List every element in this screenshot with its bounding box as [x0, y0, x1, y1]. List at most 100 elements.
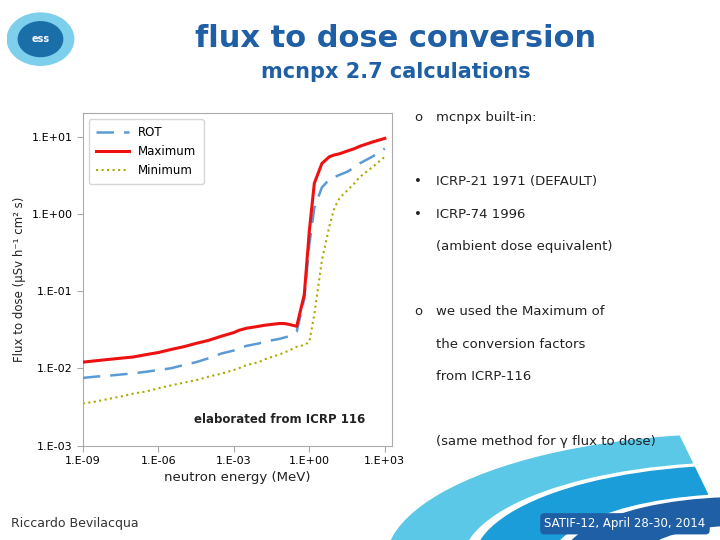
Text: ICRP-74 1996: ICRP-74 1996	[436, 208, 525, 221]
Y-axis label: Flux to dose (μSv h⁻¹ cm² s): Flux to dose (μSv h⁻¹ cm² s)	[13, 197, 26, 362]
Minimum	[217, 370, 225, 377]
Minimum	[235, 365, 243, 372]
Minimum	[325, 222, 334, 229]
ROT	[235, 346, 243, 352]
Maximum	[230, 329, 238, 336]
Text: •: •	[414, 208, 422, 221]
Maximum	[343, 148, 351, 154]
Text: mcnpx 2.7 calculations: mcnpx 2.7 calculations	[261, 62, 531, 82]
Text: o: o	[414, 305, 422, 318]
Minimum	[116, 393, 125, 400]
ROT	[154, 367, 163, 373]
Minimum	[129, 390, 138, 397]
Maximum	[292, 323, 301, 329]
Maximum	[104, 356, 112, 363]
ROT	[343, 168, 351, 175]
Text: flux to dose conversion: flux to dose conversion	[195, 24, 597, 53]
Maximum	[235, 327, 243, 334]
ROT	[217, 350, 225, 357]
ROT	[305, 241, 314, 248]
Maximum	[285, 321, 294, 328]
ROT	[356, 160, 364, 167]
ROT	[300, 295, 309, 302]
Maximum	[356, 143, 364, 150]
Maximum	[325, 153, 334, 160]
ROT	[292, 328, 301, 335]
Circle shape	[7, 13, 73, 65]
ROT	[129, 370, 138, 376]
Minimum	[260, 356, 269, 363]
Maximum	[310, 180, 319, 186]
Maximum	[275, 320, 284, 327]
Wedge shape	[562, 498, 720, 540]
Text: ess: ess	[32, 34, 50, 44]
Maximum	[336, 151, 344, 157]
ROT	[330, 174, 339, 180]
Minimum	[255, 359, 264, 366]
ROT	[325, 176, 334, 183]
ROT	[116, 372, 125, 378]
ROT	[204, 355, 213, 361]
Minimum	[230, 367, 238, 373]
Minimum	[356, 174, 364, 180]
Text: Riccardo Bevilacqua: Riccardo Bevilacqua	[11, 517, 138, 530]
ROT	[310, 205, 319, 211]
Text: (ambient dose equivalent): (ambient dose equivalent)	[436, 240, 612, 253]
Maximum	[192, 340, 200, 347]
ROT	[368, 153, 377, 160]
X-axis label: neutron energy (MeV): neutron energy (MeV)	[164, 471, 311, 484]
Circle shape	[18, 22, 63, 57]
Minimum	[179, 380, 188, 386]
Minimum	[310, 311, 319, 318]
Maximum	[217, 333, 225, 340]
ROT	[78, 375, 87, 381]
Text: o: o	[414, 111, 422, 124]
Maximum	[242, 325, 251, 332]
Minimum	[292, 343, 301, 350]
Minimum	[166, 382, 175, 389]
Maximum	[260, 322, 269, 328]
Minimum	[242, 362, 251, 368]
Minimum	[141, 388, 150, 395]
Wedge shape	[386, 436, 693, 540]
Line: Maximum: Maximum	[83, 138, 384, 362]
Minimum	[192, 377, 200, 383]
ROT	[104, 373, 112, 379]
Maximum	[318, 160, 326, 167]
Minimum	[318, 257, 326, 264]
Minimum	[280, 349, 289, 356]
ROT	[91, 373, 99, 380]
Minimum	[380, 153, 389, 160]
Text: SATIF-12, April 28-30, 2014: SATIF-12, April 28-30, 2014	[544, 517, 706, 530]
Maximum	[141, 352, 150, 358]
Text: ICRP-21 1971 (DEFAULT): ICRP-21 1971 (DEFAULT)	[436, 176, 597, 188]
Minimum	[204, 373, 213, 380]
Minimum	[336, 195, 344, 201]
ROT	[336, 172, 344, 178]
Line: ROT: ROT	[83, 148, 384, 378]
Legend: ROT, Maximum, Minimum: ROT, Maximum, Minimum	[89, 119, 204, 184]
Line: Minimum: Minimum	[83, 157, 384, 403]
ROT	[380, 145, 389, 152]
Maximum	[255, 323, 264, 329]
Minimum	[275, 352, 284, 358]
Minimum	[154, 385, 163, 392]
Minimum	[104, 396, 112, 402]
Maximum	[91, 357, 99, 364]
Maximum	[129, 354, 138, 360]
ROT	[192, 359, 200, 366]
Maximum	[330, 152, 339, 158]
ROT	[318, 184, 326, 191]
Maximum	[179, 343, 188, 350]
ROT	[166, 365, 175, 372]
Maximum	[267, 321, 276, 328]
ROT	[255, 340, 264, 347]
Maximum	[204, 337, 213, 343]
Text: mcnpx built-in:: mcnpx built-in:	[436, 111, 536, 124]
Text: the conversion factors: the conversion factors	[436, 338, 585, 350]
Maximum	[280, 320, 289, 327]
Maximum	[380, 135, 389, 141]
Minimum	[351, 180, 359, 186]
Maximum	[154, 349, 163, 356]
ROT	[285, 333, 294, 340]
